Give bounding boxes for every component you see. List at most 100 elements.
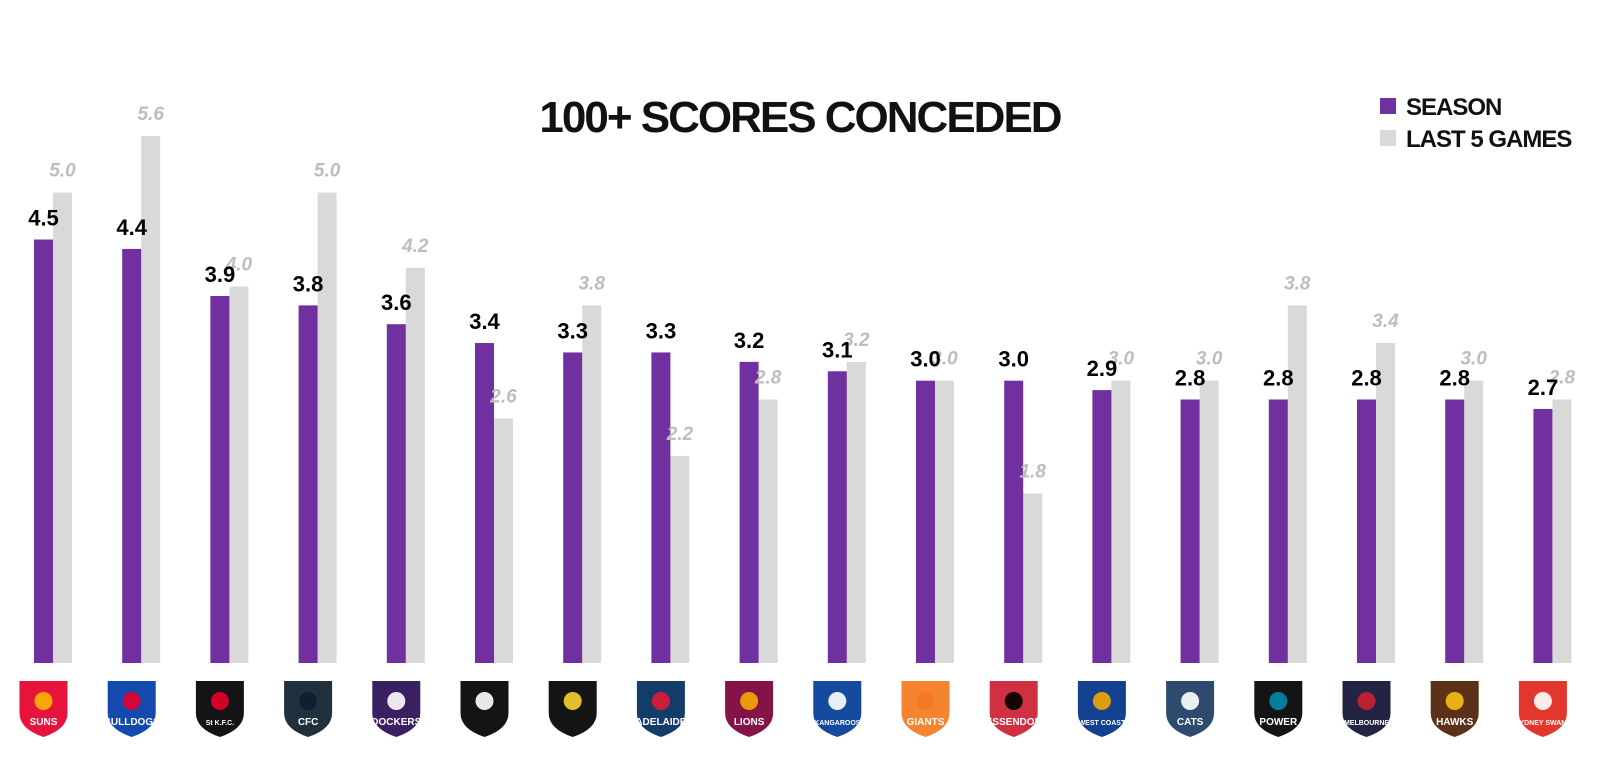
hawk-logo-icon: HAWKS — [1430, 681, 1479, 737]
anchor-logo-icon: DOCKERS — [371, 681, 422, 737]
data-label-last-5-games-west-coast: 3.0 — [1108, 349, 1135, 370]
legend-label-season: SEASON — [1406, 94, 1501, 121]
data-label-last-5-games-kangaroos: 3.2 — [843, 330, 870, 351]
data-label-last-5-games-carlton: 5.0 — [314, 160, 341, 181]
bar-last-5-games-power — [1287, 305, 1307, 663]
bar-last-5-games-kangaroos — [846, 361, 866, 663]
data-label-season-giants: 3.0 — [910, 347, 941, 372]
bar-season-western-bulldogs — [122, 248, 142, 663]
bar-season-richmond — [563, 352, 583, 663]
bar-season-collingwood — [475, 343, 494, 663]
bar-last-5-games-west-coast — [1111, 380, 1131, 663]
data-label-season-melbourne: 2.8 — [1351, 366, 1382, 391]
data-label-season-st-k-f-c: 3.9 — [205, 262, 236, 287]
bar-last-5-games-adelaide-crows — [670, 455, 690, 663]
data-label-last-5-games-adelaide-crows: 2.2 — [666, 424, 694, 445]
logo-text-brisbane-lions: LIONS — [734, 717, 765, 728]
logo-text-st-k-f-c: St K.F.C. — [206, 720, 234, 727]
logo-text-kangaroos: KANGAROOS — [814, 720, 861, 727]
saints-logo-icon: St K.F.C. — [195, 681, 244, 737]
logo-text-hawks: HAWKS — [1436, 717, 1474, 728]
data-label-season-fremantle-dockers: 3.6 — [381, 290, 412, 315]
logo-text-fremantle-dockers: DOCKERS — [371, 717, 421, 728]
logo-text-giants: GIANTS — [907, 717, 945, 728]
data-label-last-5-games-collingwood: 2.6 — [489, 386, 517, 407]
giants-logo-icon: GIANTS — [901, 681, 950, 737]
data-label-last-5-games-western-bulldogs: 5.6 — [137, 104, 164, 125]
legend: SEASON LAST 5 GAMES — [1380, 94, 1573, 153]
tiger-logo-icon — [548, 681, 597, 737]
bar-last-5-games-geelong-cats — [1199, 380, 1219, 663]
data-label-season-geelong-cats: 2.8 — [1175, 366, 1206, 391]
legend-swatch-last-5-games — [1380, 130, 1396, 146]
bar-last-5-games-collingwood — [494, 418, 513, 663]
bar-last-5-games-western-bulldogs — [141, 136, 161, 663]
data-label-season-hawks: 2.8 — [1439, 366, 1470, 391]
logo-text-melbourne: MELBOURNE — [1344, 720, 1389, 727]
bar-season-geelong-cats — [1180, 399, 1200, 663]
data-label-season-adelaide-crows: 3.3 — [646, 318, 677, 343]
legend-label-last-5-games: LAST 5 GAMES — [1406, 126, 1572, 153]
logo-text-sydney-swans: SYDNEY SWANS — [1515, 720, 1572, 727]
power-logo-icon: POWER — [1254, 681, 1303, 737]
data-label-season-west-coast: 2.9 — [1087, 356, 1118, 381]
data-label-last-5-games-geelong-cats: 3.0 — [1196, 349, 1223, 370]
bar-season-hawks — [1445, 399, 1465, 663]
logo-text-suns: SUNS — [30, 717, 58, 728]
bar-last-5-games-hawks — [1464, 380, 1484, 663]
bar-last-5-games-essendon — [1023, 493, 1043, 663]
bar-last-5-games-carlton — [317, 192, 337, 663]
logo-text-western-bulldogs: BULLDOGS — [104, 717, 160, 728]
data-label-season-suns: 4.5 — [28, 206, 59, 231]
data-label-last-5-games-hawks: 3.0 — [1460, 349, 1487, 370]
bar-season-kangaroos — [827, 371, 847, 663]
bar-season-power — [1268, 399, 1288, 663]
team-logos-group: SUNS BULLDOGS St K.F.C. CFC DOCKERS ADELAIDE L… — [19, 681, 1572, 737]
data-label-last-5-games-sydney-swans: 2.8 — [1548, 368, 1576, 389]
data-label-season-richmond: 3.3 — [557, 318, 588, 343]
logo-text-essendon: ESSENDON — [986, 717, 1042, 728]
data-label-season-collingwood: 3.4 — [469, 309, 500, 334]
bar-last-5-games-melbourne — [1376, 343, 1395, 663]
logo-text-adelaide-crows: ADELAIDE — [635, 717, 686, 728]
bar-last-5-games-st-k-f-c — [229, 286, 249, 663]
data-label-last-5-games-brisbane-lions: 2.8 — [754, 368, 782, 389]
data-label-last-5-games-suns: 5.0 — [49, 160, 76, 181]
data-label-season-kangaroos: 3.1 — [822, 337, 853, 362]
data-label-last-5-games-st-k-f-c: 4.0 — [225, 255, 253, 276]
swan-logo-icon: SYDNEY SWANS — [1515, 681, 1572, 737]
bar-season-carlton — [298, 305, 318, 663]
logo-text-carlton: CFC — [298, 717, 319, 728]
bulldog-logo-icon: BULLDOGS — [104, 681, 160, 737]
legend-swatch-season — [1380, 98, 1396, 114]
bar-season-brisbane-lions — [739, 361, 759, 663]
bar-season-st-k-f-c — [210, 295, 230, 663]
carlton-logo-icon: CFC — [284, 681, 333, 737]
bar-season-adelaide-crows — [651, 352, 671, 663]
bomber-logo-icon: ESSENDON — [986, 681, 1042, 737]
data-labels-group: 5.0 4.5 5.6 4.4 4.03.9 5.0 3.8 4.2 3.6 2.6 3.4 3.8 3… — [28, 104, 1575, 483]
bar-season-essendon — [1004, 380, 1024, 663]
bar-season-fremantle-dockers — [386, 324, 406, 663]
sun-logo-icon: SUNS — [19, 681, 68, 737]
bar-last-5-games-richmond — [582, 305, 602, 663]
bar-last-5-games-brisbane-lions — [758, 399, 778, 663]
bar-season-giants — [916, 380, 935, 663]
chart-title: 100+ SCORES CONCEDED — [539, 93, 1060, 142]
bar-season-sydney-swans — [1533, 408, 1553, 663]
bar-season-west-coast — [1092, 390, 1112, 663]
data-label-last-5-games-power: 3.8 — [1284, 273, 1311, 294]
logo-text-power: POWER — [1259, 717, 1298, 728]
logo-text-west-coast: WEST COAST — [1079, 720, 1126, 727]
data-label-season-power: 2.8 — [1263, 366, 1294, 391]
data-label-last-5-games-fremantle-dockers: 4.2 — [401, 236, 429, 257]
lion-logo-icon: LIONS — [725, 681, 774, 737]
bar-season-suns — [34, 239, 53, 663]
demon-logo-icon: MELBOURNE — [1342, 681, 1391, 737]
data-label-last-5-games-giants: 3.0 — [931, 349, 958, 370]
crow-logo-icon: ADELAIDE — [635, 681, 687, 737]
bar-last-5-games-sydney-swans — [1552, 399, 1572, 663]
data-label-season-essendon: 3.0 — [998, 347, 1029, 372]
data-label-last-5-games-melbourne: 3.4 — [1372, 311, 1399, 332]
